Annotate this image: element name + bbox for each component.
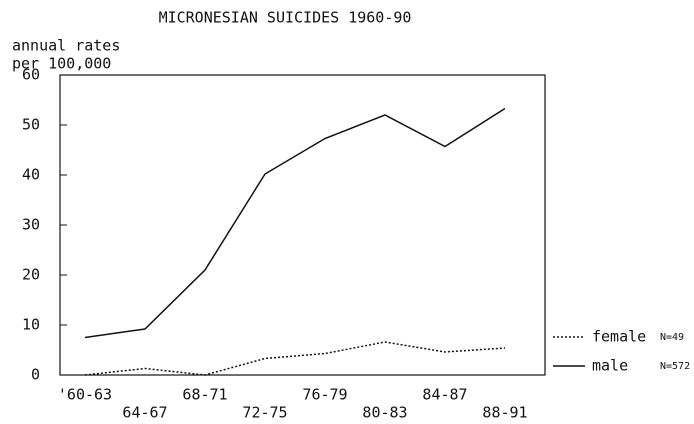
y-tick-label: 10 (22, 316, 40, 334)
x-tick-label: 80-83 (362, 404, 407, 422)
x-tick-label: '60-63 (58, 386, 112, 404)
y-axis-label: annual rates (12, 37, 120, 55)
y-tick-label: 20 (22, 266, 40, 284)
chart-title: MICRONESIAN SUICIDES 1960-90 (159, 9, 412, 27)
y-tick-label: 60 (22, 66, 40, 84)
legend-note: N=49 (660, 332, 684, 343)
line-series (84, 341, 506, 376)
x-tick-label: 72-75 (242, 404, 287, 422)
y-tick-label: 50 (22, 116, 40, 134)
legend-note: N=572 (660, 361, 690, 372)
y-tick-label: 40 (22, 166, 40, 184)
line-series (84, 107, 506, 339)
legend-label: male (592, 357, 628, 375)
y-tick-label: 30 (22, 216, 40, 234)
x-tick-label: 84-87 (422, 386, 467, 404)
x-tick-label: 88-91 (482, 404, 527, 422)
legend-label: female (592, 328, 646, 346)
y-axis-label: per 100,000 (12, 55, 111, 73)
y-tick-label: 0 (31, 366, 40, 384)
x-tick-label: 64-67 (122, 404, 167, 422)
x-tick-label: 76-79 (302, 386, 347, 404)
x-tick-label: 68-71 (182, 386, 227, 404)
